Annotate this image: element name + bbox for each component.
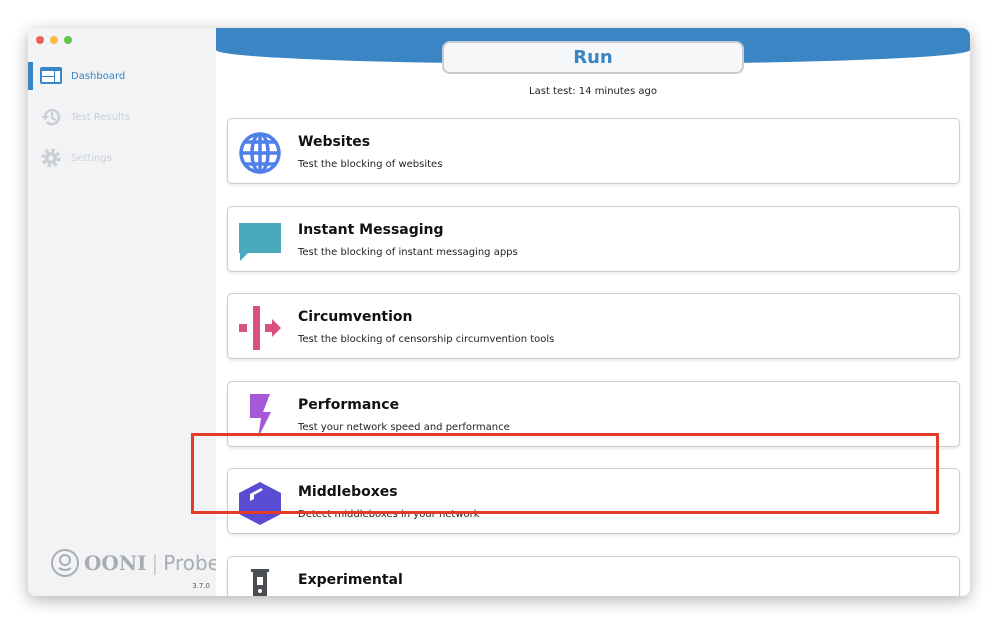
logo-product: Probe: [163, 551, 220, 575]
octopus-logo-icon: [51, 549, 79, 577]
card-description: Test the blocking of censorship circumve…: [298, 334, 555, 345]
card-middleboxes[interactable]: Middleboxes Detect middleboxes in your n…: [227, 468, 960, 534]
minimize-window-button[interactable]: [50, 36, 58, 44]
gear-icon: [41, 148, 61, 168]
app-window: Dashboard Test Results Settings OONI | P…: [28, 28, 970, 596]
sidebar-item-label: Test Results: [71, 111, 130, 123]
globe-icon: [239, 132, 281, 174]
card-title: Circumvention: [298, 309, 413, 325]
card-description: Test the blocking of instant messaging a…: [298, 247, 518, 258]
card-description: Test your network speed and performance: [298, 422, 510, 433]
card-description: Detect middleboxes in your network: [298, 509, 480, 520]
traffic-lights: [36, 36, 72, 44]
zoom-window-button[interactable]: [64, 36, 72, 44]
card-description: Test the blocking of websites: [298, 159, 443, 170]
history-icon: [41, 108, 61, 126]
highlight-box: [191, 433, 939, 514]
version-label: 3.7.0: [192, 582, 210, 590]
test-tube-icon: [251, 569, 269, 596]
card-instant-messaging[interactable]: Instant Messaging Test the blocking of i…: [227, 206, 960, 272]
dashboard-icon: [40, 67, 62, 84]
logo-brand: OONI: [84, 551, 147, 575]
circumvention-icon: [239, 306, 281, 350]
card-title: Experimental: [298, 572, 403, 588]
card-websites[interactable]: Websites Test the blocking of websites: [227, 118, 960, 184]
card-performance[interactable]: Performance Test your network speed and …: [227, 381, 960, 447]
sidebar-item-test-results[interactable]: Test Results: [28, 103, 216, 131]
run-button[interactable]: Run: [442, 41, 744, 74]
lightning-icon: [250, 394, 271, 438]
card-title: Performance: [298, 397, 400, 413]
sidebar: Dashboard Test Results Settings OONI | P…: [28, 28, 220, 596]
box-icon: [239, 482, 281, 525]
sidebar-item-settings[interactable]: Settings: [28, 144, 216, 172]
close-window-button[interactable]: [36, 36, 44, 44]
chat-bubble-icon: [239, 223, 281, 261]
ooni-probe-logo: OONI | Probe: [50, 548, 220, 578]
sidebar-item-label: Settings: [71, 152, 113, 164]
card-experimental[interactable]: Experimental: [227, 556, 960, 596]
sidebar-item-label: Dashboard: [71, 70, 126, 82]
sidebar-item-dashboard[interactable]: Dashboard: [28, 62, 216, 90]
card-title: Instant Messaging: [298, 222, 444, 238]
dashboard-main: Run Last test: 14 minutes ago Websites T…: [216, 28, 970, 596]
card-title: Middleboxes: [298, 484, 398, 500]
last-test-label: Last test: 14 minutes ago: [529, 86, 657, 97]
card-title: Websites: [298, 134, 371, 150]
card-circumvention[interactable]: Circumvention Test the blocking of censo…: [227, 293, 960, 359]
